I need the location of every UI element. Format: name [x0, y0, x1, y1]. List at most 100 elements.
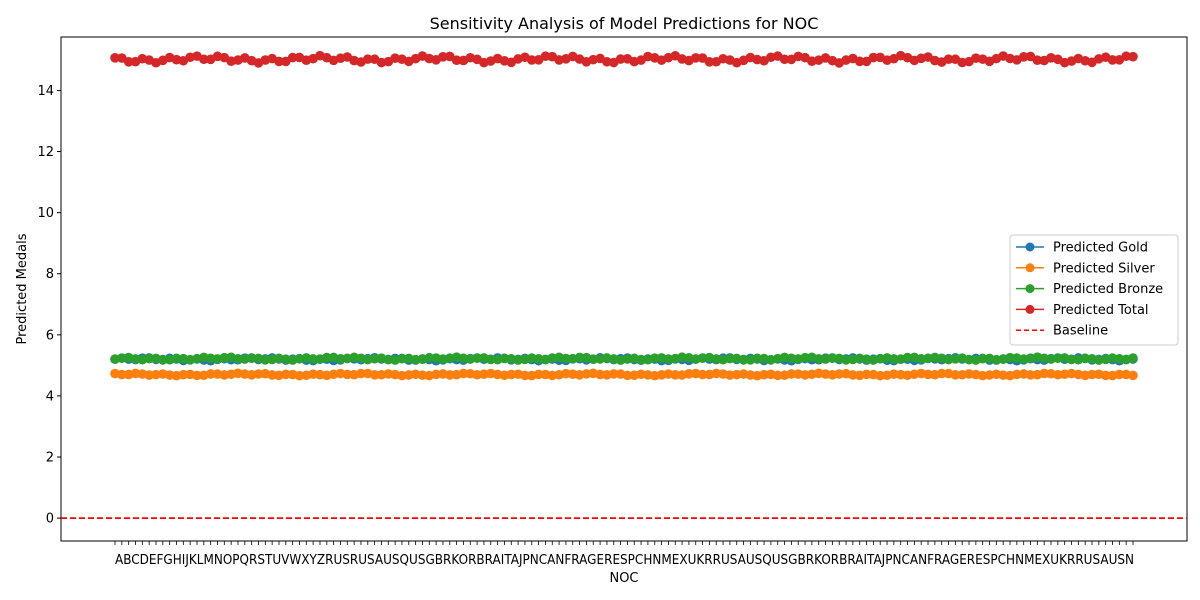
data-point — [998, 370, 1008, 380]
data-point — [670, 370, 681, 380]
data-point — [834, 369, 845, 379]
data-point — [861, 369, 872, 380]
data-point — [219, 352, 230, 363]
data-point — [294, 370, 305, 381]
data-point — [875, 370, 886, 381]
data-point — [1080, 353, 1090, 364]
data-point — [130, 368, 141, 379]
data-point — [711, 368, 722, 379]
data-point — [1053, 369, 1063, 380]
data-point — [916, 354, 927, 364]
data-point — [117, 369, 127, 380]
legend: Predicted Gold Predicted Silver Predicted … — [1009, 234, 1179, 346]
data-point — [506, 369, 517, 380]
data-point — [1114, 369, 1125, 380]
data-point — [608, 369, 619, 379]
data-point — [923, 369, 933, 380]
data-point — [444, 370, 455, 380]
data-point — [499, 353, 510, 364]
data-point — [362, 54, 373, 64]
data-point — [335, 354, 346, 364]
data-point — [936, 368, 947, 379]
data-point — [192, 370, 202, 381]
data-point — [1018, 52, 1029, 62]
data-point — [1005, 352, 1015, 363]
data-point — [233, 353, 243, 364]
data-point — [1087, 369, 1097, 380]
data-point — [690, 53, 701, 63]
data-point — [260, 355, 271, 365]
data-point — [902, 352, 913, 363]
data-point — [287, 52, 298, 63]
legend-marker — [1025, 304, 1035, 314]
data-point — [991, 354, 1002, 365]
data-point — [725, 353, 735, 364]
data-point — [574, 352, 585, 363]
plot-area — [60, 36, 1188, 542]
data-point — [759, 369, 769, 380]
data-point — [356, 368, 366, 379]
legend-label: Predicted Gold — [1053, 241, 1148, 256]
data-point — [663, 354, 674, 364]
data-point — [779, 54, 790, 65]
data-point — [1128, 51, 1138, 62]
data-point — [1025, 370, 1036, 380]
data-point — [800, 352, 810, 363]
data-point — [889, 354, 899, 364]
legend-item: Predicted Bronze — [1016, 282, 1163, 297]
y-tick-label: 4 — [46, 389, 54, 404]
data-point — [205, 369, 216, 379]
x-tick-labels: ABCDEFGHIJKLMNOPQRSTUVWXYZRUSRUSAUSQUSGB… — [115, 553, 1134, 568]
series-predicted-silver — [110, 368, 1138, 381]
data-point — [561, 368, 571, 379]
data-point — [950, 370, 961, 380]
data-point — [868, 52, 879, 63]
data-point — [526, 55, 537, 65]
legend-label: Predicted Bronze — [1053, 282, 1163, 297]
data-point — [1066, 354, 1077, 365]
data-point — [1128, 353, 1138, 363]
data-point — [417, 370, 428, 380]
data-point — [199, 54, 209, 65]
data-point — [943, 54, 954, 64]
data-point — [397, 353, 407, 364]
data-point — [171, 353, 182, 364]
legend-item: Predicted Silver — [1016, 261, 1155, 276]
legend-item: Predicted Gold — [1016, 241, 1148, 256]
data-point — [253, 369, 264, 379]
data-point — [178, 369, 189, 380]
data-point — [588, 354, 599, 365]
data-point — [977, 353, 988, 364]
data-point — [1053, 353, 1063, 363]
plot-border — [60, 36, 1188, 542]
series-layer — [110, 50, 1138, 381]
y-axis-ticks: 0 2 4 6 8 10 12 14 — [37, 84, 61, 527]
data-point — [615, 54, 626, 64]
data-point — [848, 370, 858, 380]
data-point — [752, 353, 763, 364]
data-point — [158, 355, 168, 365]
data-point — [458, 368, 469, 379]
data-point — [246, 353, 257, 363]
data-point — [786, 369, 797, 379]
data-point — [889, 369, 899, 379]
data-point — [410, 354, 421, 365]
data-point — [110, 53, 120, 63]
data-point — [1039, 368, 1049, 379]
data-point — [424, 352, 435, 363]
data-point — [308, 369, 318, 379]
data-point — [144, 353, 154, 364]
data-point — [827, 353, 838, 363]
data-point — [342, 369, 353, 380]
data-point — [308, 354, 318, 364]
data-point — [144, 370, 154, 380]
legend-marker — [1025, 284, 1035, 294]
x-axis-label: NOC — [609, 571, 638, 586]
data-point — [123, 57, 134, 67]
data-point — [281, 369, 291, 380]
data-point — [854, 56, 865, 67]
data-point — [1100, 370, 1111, 381]
y-tick-label: 12 — [37, 145, 54, 160]
data-point — [1107, 55, 1118, 65]
